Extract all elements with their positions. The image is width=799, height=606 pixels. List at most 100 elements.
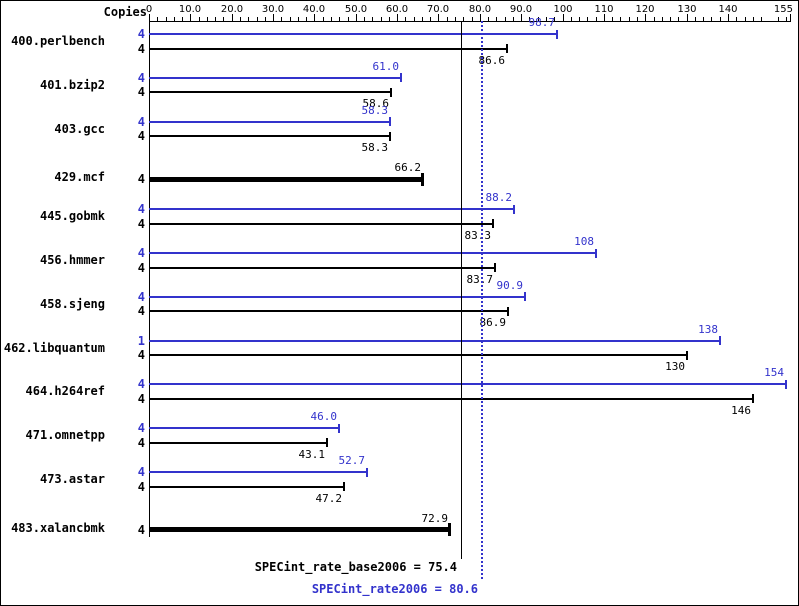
bar-end-cap [400, 73, 402, 83]
bar-line [149, 427, 339, 430]
axis-minor-tick [761, 17, 762, 21]
copies-value: 4 [137, 348, 145, 363]
axis-minor-tick [389, 17, 390, 21]
axis-tick-label: 80.0 [468, 4, 492, 15]
bar-end-cap [513, 204, 515, 214]
axis-minor-tick [654, 17, 655, 21]
bar-line [149, 91, 391, 94]
axis-major-tick [397, 14, 398, 21]
bar-end-cap [338, 423, 340, 433]
bar-line [149, 339, 720, 342]
axis-tick-label: 120 [635, 4, 655, 15]
bar-line [149, 485, 344, 488]
copies-value: 4 [137, 289, 145, 304]
bar-value-label: 66.2 [394, 161, 422, 175]
axis-tick-label: 0 [145, 4, 153, 15]
axis-minor-tick [199, 17, 200, 21]
bar-end-cap [343, 482, 345, 491]
bar-value-label: 46.0 [310, 410, 338, 424]
axis-minor-tick [174, 17, 175, 21]
axis-minor-tick [331, 17, 332, 21]
axis-minor-tick [405, 17, 406, 21]
copies-value: 4 [137, 129, 145, 144]
axis-minor-tick [372, 17, 373, 21]
bar-line [149, 222, 493, 225]
bar-line [149, 176, 423, 182]
bar-end-cap [421, 172, 424, 186]
bar-value-label: 130 [665, 360, 685, 374]
bar-value-label: 86.6 [478, 53, 506, 67]
axis-minor-tick [182, 17, 183, 21]
axis-minor-tick [703, 17, 704, 21]
copies-value: 4 [137, 304, 145, 319]
copies-column-header: Copies [103, 5, 147, 19]
copies-value: 4 [137, 391, 145, 406]
axis-minor-tick [422, 17, 423, 21]
bar-end-cap [366, 467, 368, 477]
axis-minor-tick [711, 17, 712, 21]
bar-end-cap [524, 292, 526, 302]
copies-value: 4 [137, 41, 145, 56]
bar-value-label: 90.9 [496, 278, 524, 292]
peak-mean-label: SPECint_rate2006 = 80.6 [311, 582, 478, 596]
bar-line [149, 266, 495, 269]
axis-minor-tick [348, 17, 349, 21]
axis-minor-tick [323, 17, 324, 21]
axis-tick-label: 60.0 [385, 4, 409, 15]
axis-minor-tick [339, 17, 340, 21]
bar-value-label: 58.3 [361, 103, 389, 117]
bar-value-label: 154 [764, 366, 784, 380]
bar-value-label: 58.6 [362, 97, 390, 111]
axis-minor-tick [306, 17, 307, 21]
bar-value-label: 47.2 [315, 491, 343, 505]
bar-line [149, 47, 507, 50]
bar-end-cap [785, 379, 787, 389]
axis-minor-tick [414, 17, 415, 21]
bar-line [149, 295, 525, 298]
axis-major-tick [604, 14, 605, 21]
bar-line [149, 471, 367, 473]
axis-minor-tick [488, 17, 489, 21]
axis-tick-label: 30.0 [261, 4, 285, 15]
bar-value-label: 72.9 [421, 511, 449, 525]
axis-tick-label: 50.0 [344, 4, 368, 15]
axis-minor-tick [554, 17, 555, 21]
axis-major-tick [273, 14, 274, 21]
benchmark-label: 483.xalancbmk [11, 520, 105, 535]
axis-minor-tick [207, 17, 208, 21]
copies-value: 1 [137, 333, 145, 348]
axis-minor-tick [430, 17, 431, 21]
axis-minor-tick [496, 17, 497, 21]
bar-end-cap [389, 131, 391, 141]
copies-value: 4 [137, 421, 145, 436]
copies-value: 4 [137, 246, 145, 260]
benchmark-label: 464.h264ref [25, 384, 105, 399]
bar-end-cap [719, 336, 721, 346]
bar-value-label: 98.7 [528, 16, 556, 29]
bar-value-label: 108 [574, 235, 594, 248]
copies-value: 4 [137, 172, 145, 187]
copies-value: 4 [137, 260, 145, 275]
copies-value: 4 [137, 27, 145, 41]
axis-minor-tick [248, 17, 249, 21]
bar-end-cap [556, 29, 558, 39]
bar-end-cap [506, 44, 508, 53]
axis-major-tick [563, 14, 564, 21]
axis-major-tick [356, 14, 357, 21]
axis-minor-tick [571, 17, 572, 21]
axis-major-tick [645, 14, 646, 21]
peak-mean-reference-line [481, 21, 483, 579]
axis-minor-tick [736, 17, 737, 21]
axis-tick-label: 130 [677, 4, 697, 15]
axis-tick-label: 140 [718, 4, 738, 15]
axis-major-tick [687, 14, 688, 21]
axis-minor-tick [786, 17, 787, 21]
axis-major-tick [314, 14, 315, 21]
bar-end-cap [326, 438, 328, 448]
axis-tick-label: 155 [773, 4, 793, 15]
axis-tick-label: 20.0 [220, 4, 244, 15]
axis-tick-label: 10.0 [178, 4, 202, 15]
axis-minor-tick [579, 17, 580, 21]
bar-line [149, 383, 786, 386]
